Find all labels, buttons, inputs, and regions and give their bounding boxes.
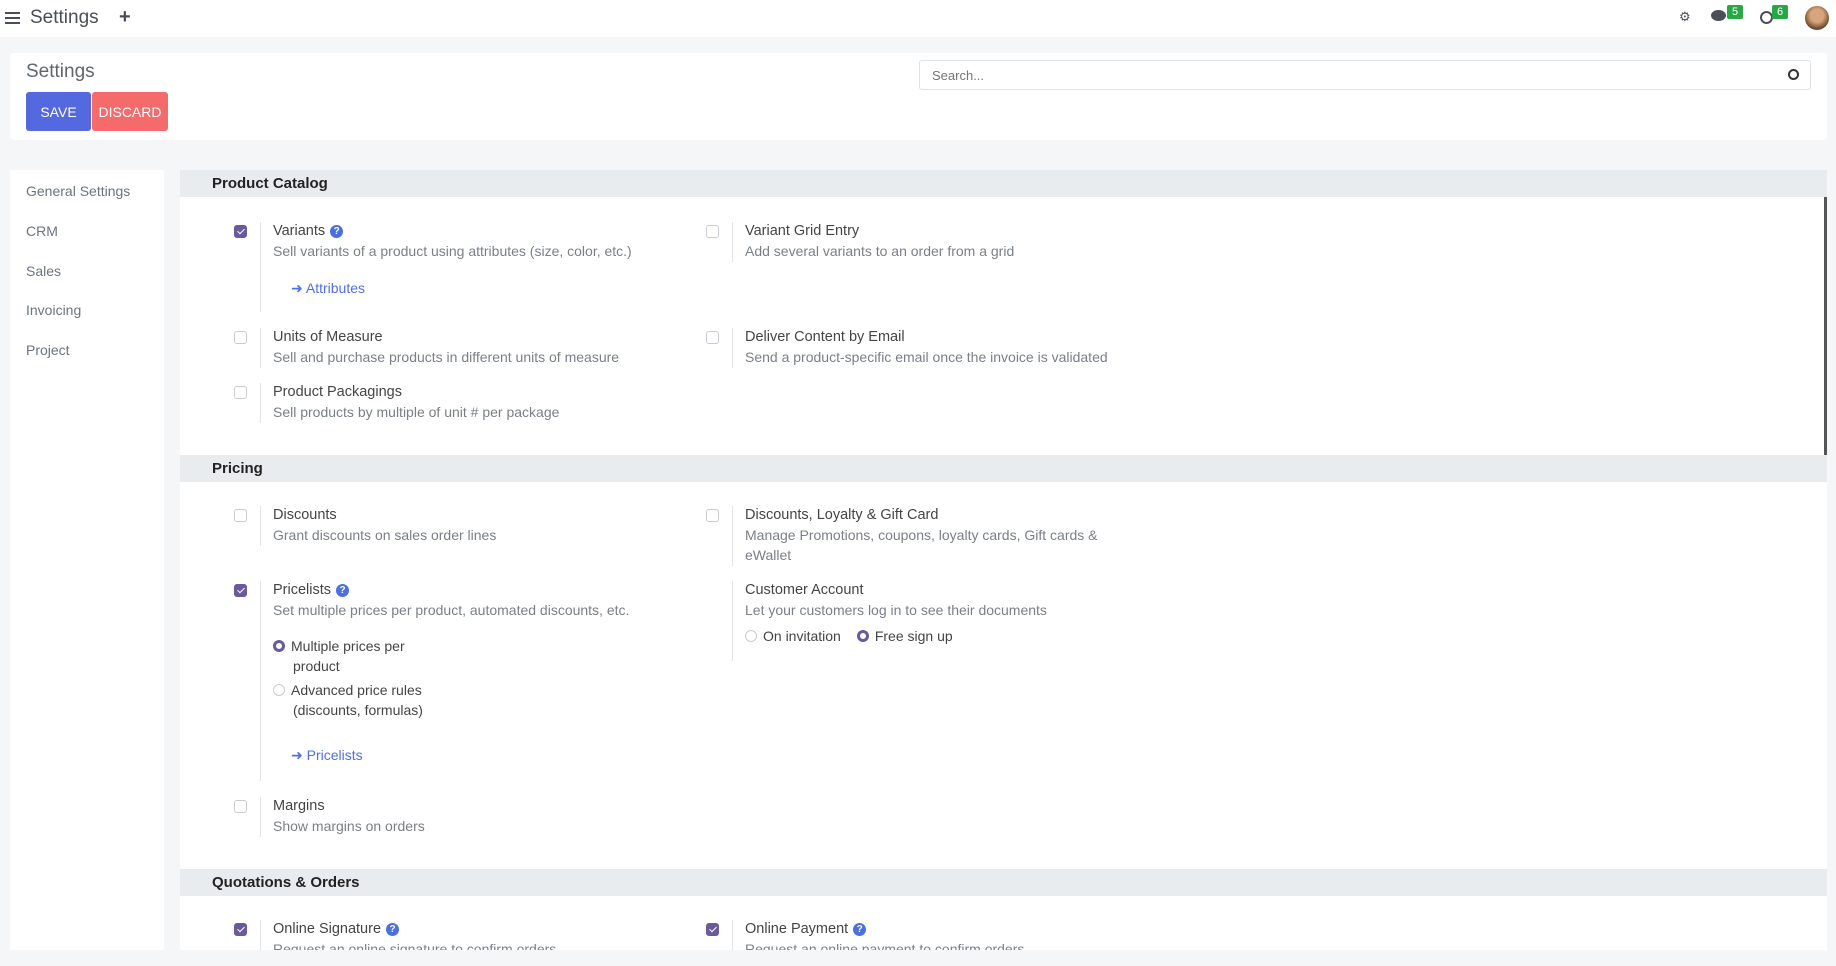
section-pricing: Pricing	[180, 455, 1827, 482]
menu-icon[interactable]	[5, 12, 20, 24]
margins-desc: Show margins on orders	[273, 818, 425, 834]
deliver-email-title: Deliver Content by Email	[745, 329, 905, 345]
save-button[interactable]: SAVE	[26, 92, 91, 131]
variants-desc: Sell variants of a product using attribu…	[273, 243, 632, 259]
help-icon[interactable]: ?	[330, 225, 344, 238]
scrollbar[interactable]	[1824, 172, 1827, 482]
discounts-checkbox[interactable]	[234, 509, 247, 522]
settings-sidebar: General Settings CRM Sales Invoicing Pro…	[10, 170, 164, 950]
online-signature-desc: Request an online signature to confirm o…	[273, 941, 557, 950]
top-navbar: Settings + ⚙ 5 6	[0, 0, 1836, 37]
arrow-right-icon: ➜	[291, 280, 306, 296]
messages-badge: 5	[1727, 5, 1744, 19]
section-product-catalog: Product Catalog	[180, 170, 1827, 197]
loyalty-checkbox[interactable]	[706, 509, 719, 522]
radio-multiple-prices[interactable]: Multiple prices per product	[273, 636, 433, 676]
discard-button[interactable]: DISCARD	[92, 92, 168, 131]
online-payment-checkbox[interactable]	[706, 923, 719, 936]
uom-checkbox[interactable]	[234, 331, 247, 344]
bug-icon[interactable]: ⚙	[1679, 9, 1691, 24]
activities-badge: 6	[1772, 5, 1789, 19]
deliver-email-desc: Send a product-specific email once the i…	[745, 349, 1108, 365]
sidebar-item-invoicing[interactable]: Invoicing	[26, 302, 82, 318]
search-icon[interactable]	[1788, 69, 1799, 80]
sidebar-item-sales[interactable]: Sales	[26, 263, 62, 279]
arrow-right-icon: ➜	[291, 747, 307, 763]
help-icon[interactable]: ?	[386, 923, 400, 936]
variants-title: Variants	[273, 223, 326, 239]
avatar[interactable]	[1805, 6, 1829, 30]
discounts-title: Discounts	[273, 507, 337, 523]
online-signature-checkbox[interactable]	[234, 923, 247, 936]
online-signature-title: Online Signature	[273, 921, 382, 937]
control-panel: Settings SAVE DISCARD	[10, 53, 1827, 140]
loyalty-desc: Manage Promotions, coupons, loyalty card…	[745, 527, 1098, 563]
pricelists-link[interactable]: ➜ Pricelists	[291, 747, 363, 763]
radio-on-invitation[interactable]: On invitation	[745, 628, 841, 644]
variant-grid-checkbox[interactable]	[706, 225, 719, 238]
help-icon[interactable]: ?	[336, 584, 350, 597]
customer-account-title: Customer Account	[745, 582, 864, 598]
app-title: Settings	[30, 7, 99, 28]
uom-desc: Sell and purchase products in different …	[273, 349, 620, 365]
deliver-email-checkbox[interactable]	[706, 331, 719, 344]
radio-icon	[273, 684, 285, 696]
loyalty-title: Discounts, Loyalty & Gift Card	[745, 507, 939, 523]
variants-checkbox[interactable]	[234, 225, 247, 238]
radio-free-signup[interactable]: Free sign up	[856, 628, 953, 644]
chat-icon[interactable]	[1711, 10, 1726, 21]
help-icon[interactable]: ?	[853, 923, 867, 936]
page-title: Settings	[26, 61, 95, 82]
uom-title: Units of Measure	[273, 329, 383, 345]
section-quotations-orders: Quotations & Orders	[180, 869, 1827, 896]
customer-account-desc: Let your customers log in to see their d…	[745, 602, 1047, 618]
plus-icon[interactable]: +	[119, 6, 131, 28]
sidebar-item-project[interactable]: Project	[26, 342, 70, 358]
settings-content: Product Catalog Variants? Sell variants …	[180, 170, 1827, 950]
packagings-desc: Sell products by multiple of unit # per …	[273, 404, 560, 420]
discounts-desc: Grant discounts on sales order lines	[273, 527, 497, 543]
sidebar-item-general-settings[interactable]: General Settings	[26, 183, 131, 199]
packagings-title: Product Packagings	[273, 384, 402, 400]
attributes-link[interactable]: ➜ Attributes	[291, 280, 365, 296]
packagings-checkbox[interactable]	[234, 386, 247, 399]
online-payment-desc: Request an online payment to confirm ord…	[745, 941, 1025, 950]
variant-grid-title: Variant Grid Entry	[745, 223, 860, 239]
margins-title: Margins	[273, 798, 325, 814]
variant-grid-desc: Add several variants to an order from a …	[745, 243, 1015, 259]
radio-selected-icon	[856, 630, 869, 642]
radio-selected-icon	[273, 640, 285, 652]
sidebar-item-crm[interactable]: CRM	[26, 223, 58, 239]
pricelists-desc: Set multiple prices per product, automat…	[273, 602, 630, 618]
margins-checkbox[interactable]	[234, 800, 247, 813]
online-payment-title: Online Payment	[745, 921, 849, 937]
search-input[interactable]	[919, 60, 1811, 90]
pricelists-checkbox[interactable]	[234, 584, 247, 597]
radio-advanced-rules[interactable]: Advanced price rules (discounts, formula…	[273, 680, 453, 720]
radio-icon	[745, 630, 757, 642]
pricelists-title: Pricelists	[273, 582, 332, 598]
